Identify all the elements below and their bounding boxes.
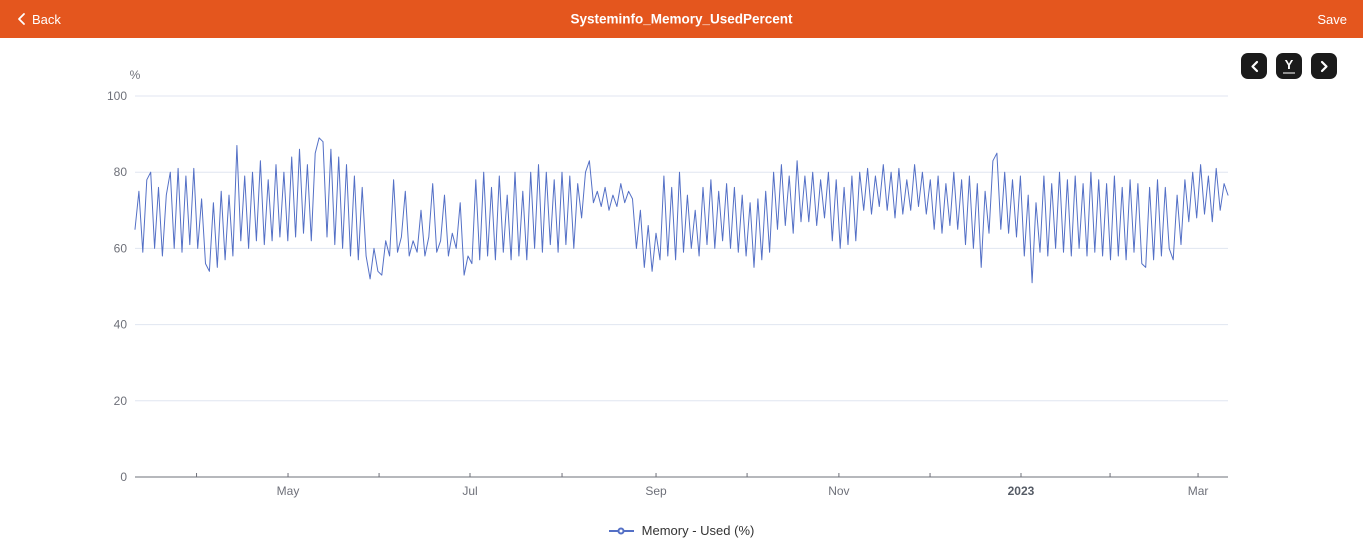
range-year-label: Y — [1282, 57, 1296, 74]
app-header: Back Systeminfo_Memory_UsedPercent Save — [0, 0, 1363, 38]
range-navigation: Y — [1241, 53, 1337, 79]
next-range-button[interactable] — [1311, 53, 1337, 79]
y-axis-tick-label: 60 — [114, 241, 128, 255]
y-axis-unit-label: % — [130, 68, 141, 82]
legend-label: Memory - Used (%) — [641, 523, 755, 538]
chevron-left-icon — [1249, 60, 1260, 73]
memory-usage-chart: 0 20 40 60 80 100% May Jul Sep Nov 2023 Mar — [107, 68, 1229, 498]
y-axis-tick-label: 0 — [120, 470, 127, 484]
y-axis-tick-label: 40 — [114, 318, 128, 332]
range-year-button[interactable]: Y — [1276, 53, 1302, 79]
x-axis-label: Sep — [645, 484, 667, 498]
y-axis-tick-label: 20 — [114, 394, 128, 408]
previous-range-button[interactable] — [1241, 53, 1267, 79]
series-line-memory-used — [134, 137, 1229, 284]
back-label: Back — [32, 11, 61, 27]
legend-item-memory-used[interactable]: Memory - Used (%) — [0, 523, 1363, 538]
x-axis-label: Jul — [462, 484, 477, 498]
chevron-left-icon — [16, 12, 26, 26]
chevron-right-icon — [1319, 60, 1330, 73]
save-button[interactable]: Save — [1317, 11, 1347, 27]
legend-line-marker-icon — [608, 526, 634, 536]
page-title: Systeminfo_Memory_UsedPercent — [570, 11, 793, 27]
y-axis-tick-label: 80 — [114, 165, 128, 179]
chart-region: Y 0 20 40 60 80 100% May Jul Sep Nov 2023 Mar Memor… — [0, 38, 1363, 540]
x-axis-label: Mar — [1188, 484, 1209, 498]
x-axis-label: 2023 — [1008, 484, 1035, 498]
x-axis-label: Nov — [828, 484, 849, 498]
x-axis-label: May — [277, 484, 300, 498]
back-button[interactable]: Back — [16, 12, 61, 27]
y-axis-tick-label: 100 — [107, 89, 127, 103]
